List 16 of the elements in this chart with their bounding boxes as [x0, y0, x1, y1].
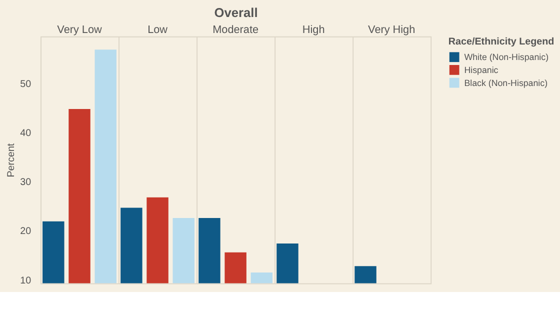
y-tick-label: 50: [20, 78, 32, 90]
y-tick-label: 30: [20, 177, 32, 188]
y-tick-label: 10: [20, 275, 32, 286]
legend-label: White (Non-Hispanic): [464, 52, 549, 62]
legend-label: Black (Non-Hispanic): [464, 78, 548, 88]
x-tick-label: High: [302, 24, 325, 36]
x-tick-label: Very High: [368, 24, 416, 36]
x-axis-title: Overall: [214, 5, 258, 20]
x-tick-label: Moderate: [212, 24, 258, 36]
y-tick-label: 40: [20, 128, 32, 140]
y-tick-label: 20: [20, 226, 32, 238]
legend-label: Hispanic: [464, 64, 499, 75]
x-tick-label: Low: [148, 24, 168, 36]
legend-title: Race/Ethnicity Legend: [448, 36, 554, 48]
y-axis-title: Percent: [6, 143, 18, 178]
x-tick-label: Very Low: [57, 24, 102, 36]
